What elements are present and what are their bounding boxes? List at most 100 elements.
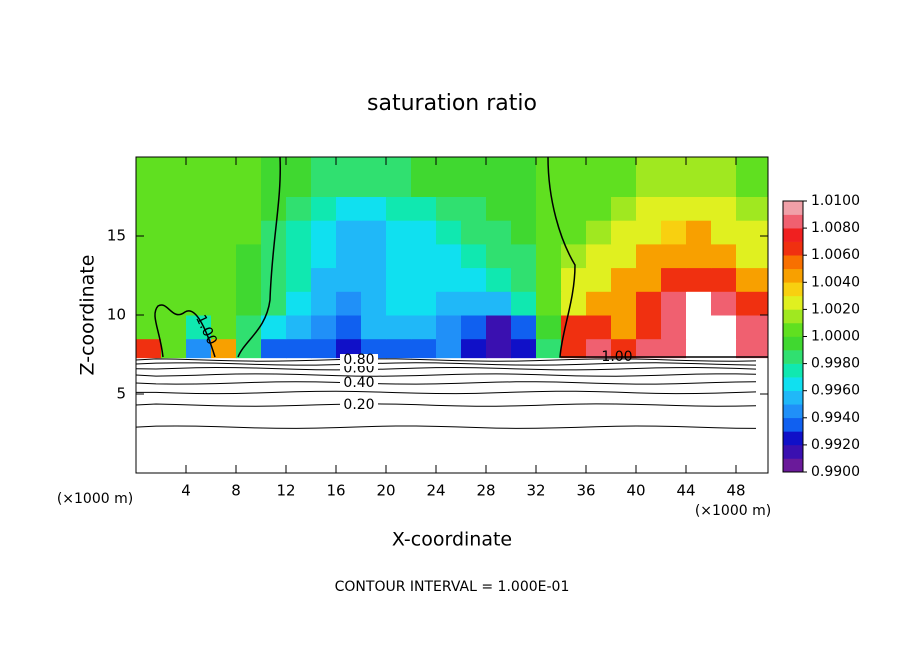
contour-line: [135, 403, 757, 407]
field-cell: [711, 267, 737, 292]
contour-label-bg: [340, 354, 378, 367]
field-cell: [686, 243, 712, 269]
field-cell: [611, 243, 637, 269]
field-cell: [436, 220, 462, 245]
field-cell: [286, 291, 312, 316]
field-cell: [186, 267, 212, 292]
field-cell: [136, 338, 162, 359]
field-cell: [261, 338, 287, 359]
field-cell: [336, 220, 362, 245]
contour-label: 0.80: [343, 352, 374, 368]
field-cell: [136, 157, 162, 197]
colorbar-tick-label: 1.0100: [811, 193, 860, 209]
field-cell: [586, 338, 612, 359]
field-cell: [261, 267, 287, 292]
field-cell: [636, 220, 662, 245]
x-axis-label: X-coordinate: [392, 529, 512, 551]
contour-line: [135, 367, 757, 371]
field-cell: [411, 291, 437, 316]
contours: 0.200.400.600.80: [135, 352, 757, 429]
field-cell: [311, 315, 337, 340]
x-tick-label: 4: [181, 482, 191, 500]
field-cell: [586, 157, 612, 197]
colorbar-band: [783, 295, 803, 310]
x-tick-label: 48: [726, 482, 745, 500]
field-cell: [286, 157, 312, 197]
contour-one: [154, 304, 216, 358]
field-cell: [711, 291, 737, 316]
field-cell: [161, 196, 187, 221]
field-cell: [236, 196, 262, 221]
field-cell: [661, 267, 687, 292]
field-cell: [361, 267, 387, 292]
field-cell: [461, 243, 487, 269]
field-cell: [511, 315, 537, 340]
field-cell: [661, 315, 687, 340]
chart-title: saturation ratio: [367, 91, 537, 116]
field-cell: [261, 157, 287, 197]
x-tick-label: 36: [576, 482, 595, 500]
colorbar-band: [783, 390, 803, 405]
field-cell: [711, 243, 737, 269]
field-cell: [511, 157, 537, 197]
field-cell: [386, 338, 412, 359]
field-cell: [536, 196, 562, 221]
field-cell: [461, 157, 487, 197]
field-cell: [311, 220, 337, 245]
field-cell: [361, 338, 387, 359]
field-cell: [236, 243, 262, 269]
x-tick-label: 8: [231, 482, 241, 500]
field-cell: [511, 196, 537, 221]
field-cell: [536, 267, 562, 292]
field-cell: [636, 267, 662, 292]
field-cell: [336, 196, 362, 221]
field-cell: [361, 315, 387, 340]
colorbar-band: [783, 377, 803, 391]
field-cell: [161, 267, 187, 292]
field-cell: [486, 220, 512, 245]
field-cell: [486, 267, 512, 292]
field-cell: [686, 220, 712, 245]
colorbar-band: [783, 322, 803, 337]
field-cell: [361, 291, 387, 316]
field-cell: [286, 315, 312, 340]
colorbar-tick-label: 1.0020: [811, 301, 860, 317]
field-cell: [186, 243, 212, 269]
field-cell: [336, 243, 362, 269]
field-cell: [561, 291, 587, 316]
field-cell: [561, 196, 587, 221]
field-cell: [186, 338, 212, 359]
colorbar-band: [783, 444, 803, 459]
field-cell: [536, 315, 562, 340]
colorbar-band: [783, 363, 803, 378]
field-cell: [286, 267, 312, 292]
field-cell: [736, 157, 769, 197]
x-axis-unit: (×1000 m): [695, 503, 771, 519]
contour-label-bg: [340, 376, 378, 389]
field-cell: [636, 338, 662, 359]
field-cell: [236, 291, 262, 316]
field-cell: [511, 220, 537, 245]
field-cell: [636, 196, 662, 221]
contour-line: [135, 358, 757, 362]
field-cell: [511, 267, 537, 292]
field-cell: [636, 243, 662, 269]
y-tick-label: 15: [107, 227, 126, 245]
field-cell: [461, 315, 487, 340]
field-cell: [236, 157, 262, 197]
colorbar-band: [783, 458, 803, 473]
contour-line: [135, 390, 757, 395]
field-cell: [411, 157, 437, 197]
field: [136, 157, 769, 359]
field-cell: [661, 220, 687, 245]
field-cell: [486, 291, 512, 316]
field-cell: [736, 338, 769, 359]
colorbar-band: [783, 431, 803, 446]
field-cell: [136, 267, 162, 292]
field-cell: [586, 315, 612, 340]
field-cell: [386, 291, 412, 316]
field-cell: [361, 196, 387, 221]
contour-label: 0.20: [343, 397, 374, 413]
colorbar-tick-label: 0.9960: [811, 383, 860, 399]
field-cell: [411, 220, 437, 245]
